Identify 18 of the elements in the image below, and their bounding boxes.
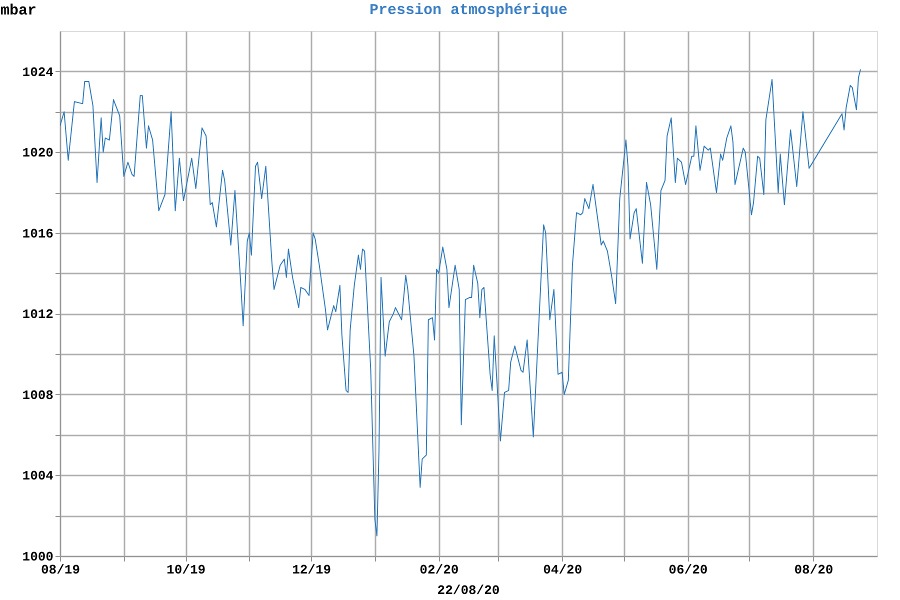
x-tick-label: 08/19 xyxy=(40,562,80,578)
x-tick-label: 10/19 xyxy=(166,562,206,578)
y-tick-label: 1024 xyxy=(22,64,54,80)
y-tick-label: 1004 xyxy=(22,468,54,484)
y-tick-label: 1020 xyxy=(22,146,54,161)
chart-title: Pression atmosphérique xyxy=(369,2,568,19)
x-tick-label: 12/19 xyxy=(292,562,332,578)
text: 22/08/20 xyxy=(437,583,500,598)
y-axis-title: mbar xyxy=(0,2,37,20)
x-tick-label: 02/20 xyxy=(420,562,459,578)
y-tick-label: 1012 xyxy=(22,307,54,322)
x-tick-label: 08/20 xyxy=(794,562,834,578)
y-tick-label: 1008 xyxy=(22,388,54,403)
x-tick-label: 06/20 xyxy=(668,562,708,578)
x-tick-label: 04/20 xyxy=(543,562,582,578)
y-tick-label: 1000 xyxy=(22,550,54,564)
y-tick-label: 1016 xyxy=(22,226,54,242)
line-series xyxy=(60,68,862,536)
